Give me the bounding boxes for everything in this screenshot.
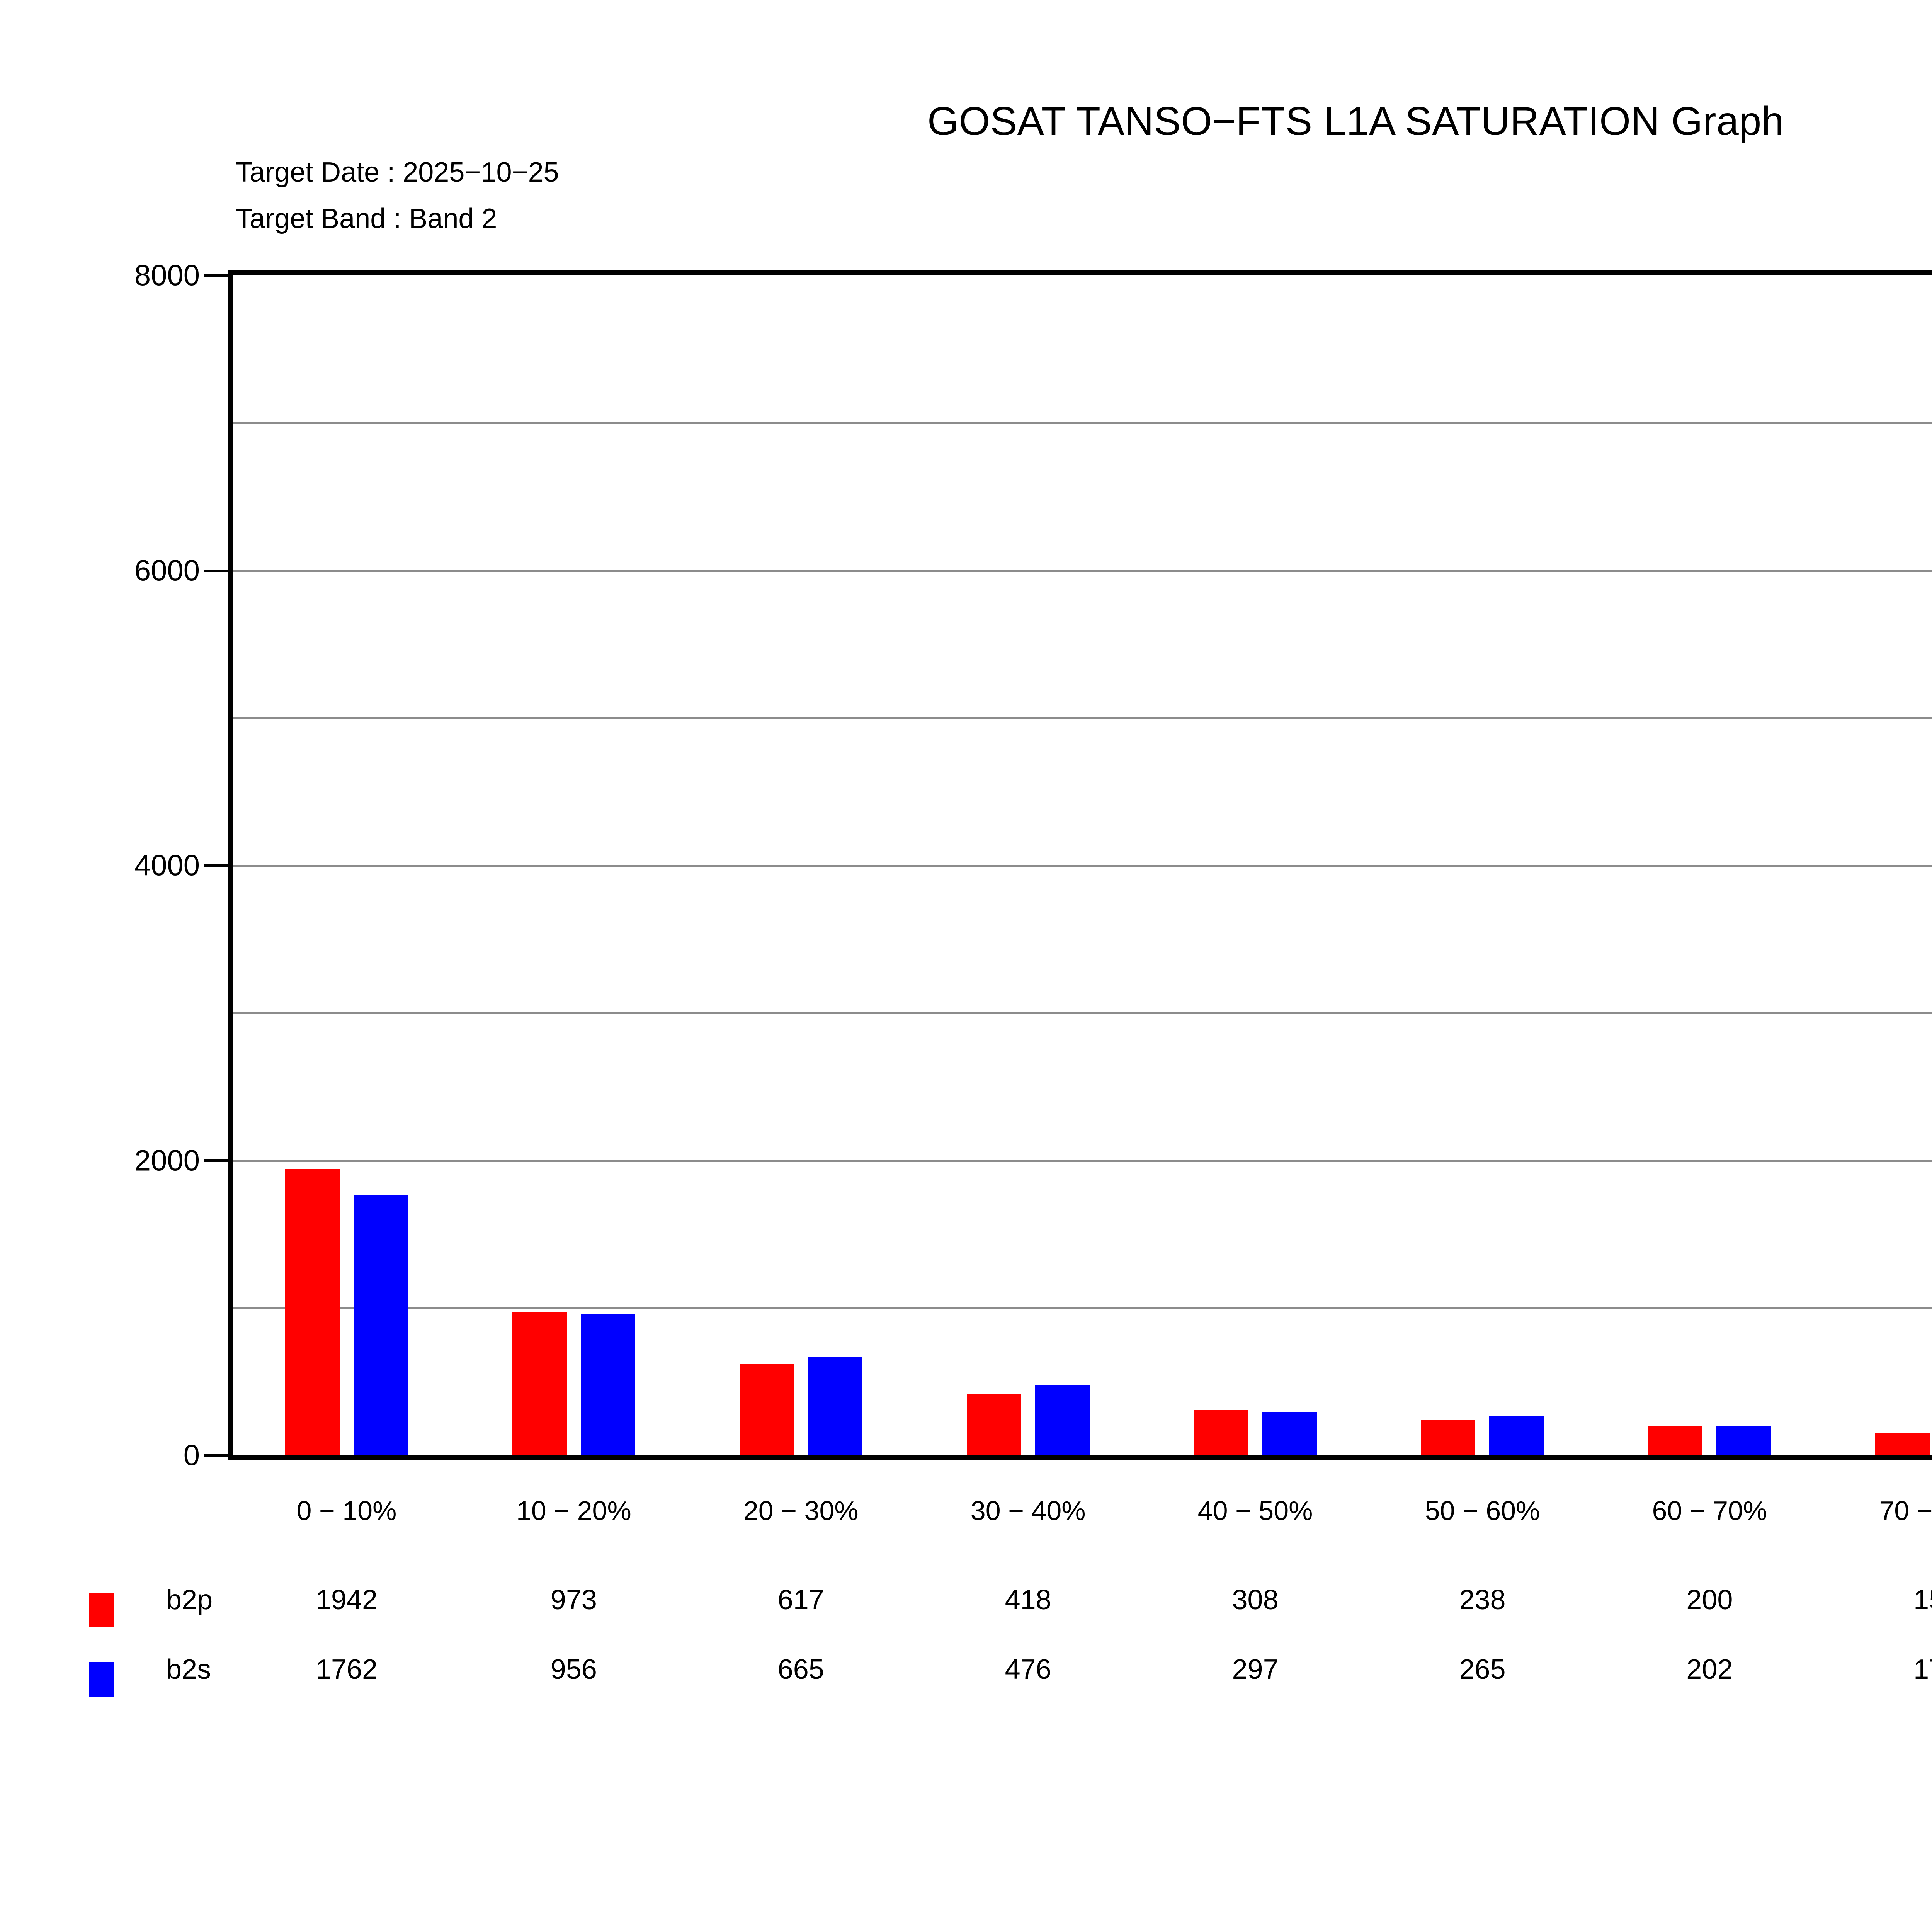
bar-b2p-5 bbox=[1421, 1420, 1476, 1455]
bar-b2p-4 bbox=[1194, 1410, 1248, 1455]
bar-b2p-2 bbox=[739, 1364, 794, 1455]
legend-swatch-b2p bbox=[89, 1593, 114, 1627]
table-value-b2p-1: 973 bbox=[550, 1584, 597, 1615]
target-date-label: Target Date : 2025−10−25 bbox=[236, 157, 559, 188]
y-tick-label-0: 0 bbox=[183, 1439, 200, 1472]
plot-frame-top bbox=[228, 270, 1932, 275]
y-tick-left-6000 bbox=[204, 569, 228, 572]
y-tick-label-8000: 8000 bbox=[134, 259, 200, 292]
gridline-6000 bbox=[233, 570, 1932, 572]
table-value-b2p-0: 1942 bbox=[315, 1584, 378, 1615]
table-value-b2p-6: 200 bbox=[1686, 1584, 1733, 1615]
x-category-label-2: 20 − 30% bbox=[743, 1496, 859, 1526]
table-value-b2p-3: 418 bbox=[1005, 1584, 1051, 1615]
bar-b2s-0 bbox=[353, 1195, 408, 1455]
x-category-label-1: 10 − 20% bbox=[516, 1496, 631, 1526]
y-tick-label-4000: 4000 bbox=[134, 849, 200, 882]
y-tick-left-8000 bbox=[204, 274, 228, 277]
y-tick-label-2000: 2000 bbox=[134, 1144, 200, 1177]
plot-frame-bottom-axis bbox=[228, 1455, 1932, 1460]
bar-b2s-3 bbox=[1035, 1385, 1090, 1455]
table-value-b2s-2: 665 bbox=[777, 1654, 824, 1685]
x-category-label-4: 40 − 50% bbox=[1197, 1496, 1313, 1526]
bar-b2s-2 bbox=[808, 1357, 862, 1455]
table-value-b2s-7: 177 bbox=[1913, 1654, 1932, 1685]
gridline-3000 bbox=[233, 1012, 1932, 1014]
gridline-2000 bbox=[233, 1159, 1932, 1162]
bar-b2s-6 bbox=[1716, 1425, 1771, 1455]
table-value-b2s-5: 265 bbox=[1459, 1654, 1506, 1685]
bar-b2s-1 bbox=[580, 1314, 635, 1455]
target-band-label: Target Band : Band 2 bbox=[236, 203, 497, 234]
gridline-4000 bbox=[233, 865, 1932, 867]
bar-b2p-6 bbox=[1648, 1426, 1703, 1455]
bar-b2p-1 bbox=[512, 1312, 567, 1455]
plot-area bbox=[204, 270, 1932, 1460]
y-tick-left-4000 bbox=[204, 864, 228, 867]
legend-label-b2p: b2p bbox=[166, 1584, 213, 1615]
table-value-b2p-2: 617 bbox=[777, 1584, 824, 1615]
legend-swatch-b2s bbox=[89, 1662, 114, 1697]
table-value-b2s-4: 297 bbox=[1232, 1654, 1279, 1685]
bar-b2s-4 bbox=[1262, 1411, 1317, 1455]
bar-b2p-0 bbox=[285, 1169, 340, 1455]
table-value-b2s-3: 476 bbox=[1005, 1654, 1051, 1685]
y-tick-left-2000 bbox=[204, 1159, 228, 1162]
x-category-label-3: 30 − 40% bbox=[970, 1496, 1086, 1526]
y-tick-left-0 bbox=[204, 1454, 228, 1457]
bar-b2p-3 bbox=[966, 1394, 1021, 1455]
table-value-b2p-4: 308 bbox=[1232, 1584, 1279, 1615]
gridline-1000 bbox=[233, 1307, 1932, 1309]
page-title: GOSAT TANSO−FTS L1A SATURATION Graph bbox=[927, 99, 1784, 144]
table-value-b2p-5: 238 bbox=[1459, 1584, 1506, 1615]
y-tick-label-6000: 6000 bbox=[134, 554, 200, 587]
table-value-b2p-7: 153 bbox=[1913, 1584, 1932, 1615]
x-category-label-0: 0 − 10% bbox=[296, 1496, 397, 1526]
table-value-b2s-0: 1762 bbox=[315, 1654, 378, 1685]
table-value-b2s-6: 202 bbox=[1686, 1654, 1733, 1685]
table-value-b2s-1: 956 bbox=[550, 1654, 597, 1685]
plot-frame-left-axis bbox=[228, 270, 233, 1460]
gridline-5000 bbox=[233, 717, 1932, 719]
bar-b2p-7 bbox=[1875, 1433, 1930, 1455]
bar-b2s-5 bbox=[1489, 1416, 1544, 1455]
x-category-label-7: 70 − 80% bbox=[1879, 1496, 1932, 1526]
x-category-label-5: 50 − 60% bbox=[1425, 1496, 1540, 1526]
gridline-7000 bbox=[233, 422, 1932, 424]
legend-label-b2s: b2s bbox=[166, 1654, 211, 1685]
x-category-label-6: 60 − 70% bbox=[1652, 1496, 1767, 1526]
